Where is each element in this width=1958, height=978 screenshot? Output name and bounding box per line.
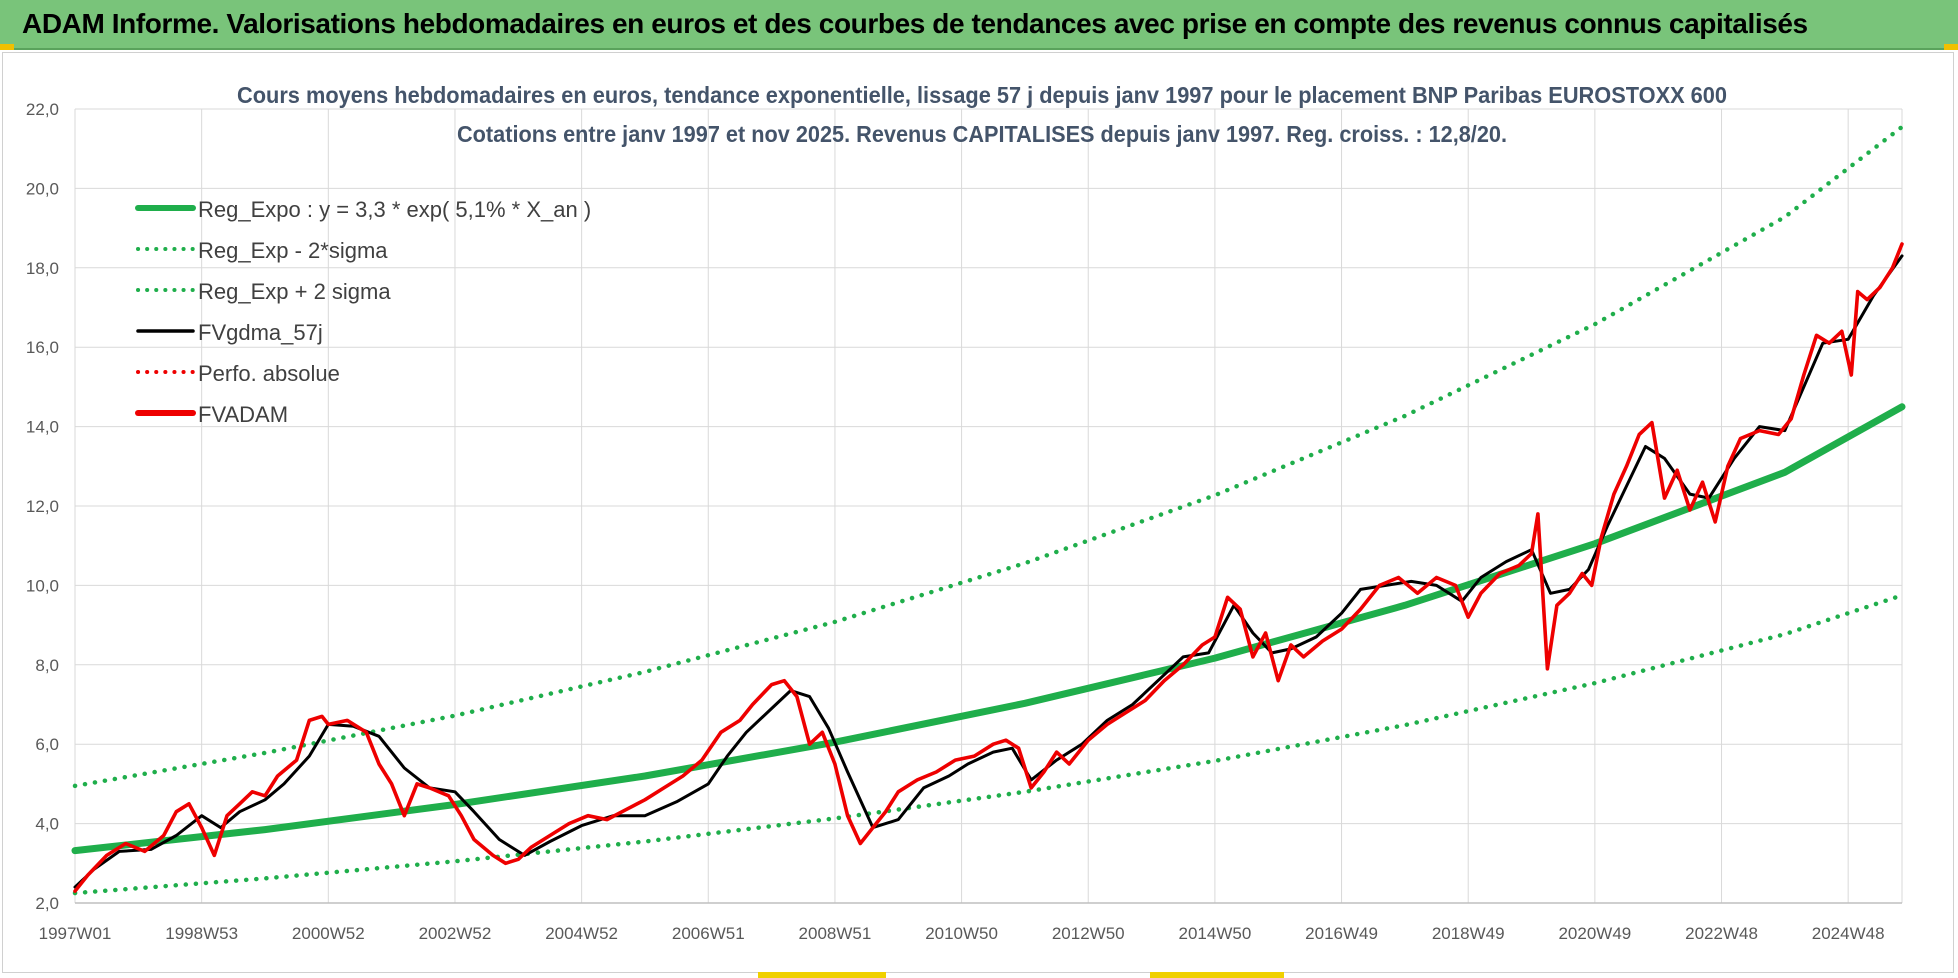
- chart-title: Cours moyens hebdomadaires en euros, ten…: [237, 82, 1727, 108]
- x-tick-label: 2006W51: [672, 924, 745, 943]
- x-tick-label: 1997W01: [39, 924, 112, 943]
- legend-label: Reg_Exp - 2*sigma: [198, 238, 388, 263]
- x-tick-label: 2002W52: [419, 924, 492, 943]
- x-tick-label: 2000W52: [292, 924, 365, 943]
- y-tick-label: 16,0: [26, 338, 59, 357]
- legend-label: Reg_Expo : y = 3,3 * exp( 5,1% * X_an ): [198, 197, 591, 222]
- series-line-2: [72, 124, 1905, 789]
- x-tick-label: 2022W48: [1685, 924, 1758, 943]
- y-tick-label: 20,0: [26, 179, 59, 198]
- x-tick-label: 1998W53: [165, 924, 238, 943]
- legend-label: FVgdma_57j: [198, 320, 323, 345]
- y-tick-label: 22,0: [26, 100, 59, 119]
- bottom-tab-mark-1: [758, 972, 886, 978]
- x-tick-label: 2008W51: [799, 924, 872, 943]
- y-tick-label: 8,0: [35, 656, 59, 675]
- corner-mark-right: [1944, 44, 1958, 50]
- x-tick-label: 2016W49: [1305, 924, 1378, 943]
- x-tick-label: 2024W48: [1812, 924, 1885, 943]
- x-tick-label: 2004W52: [545, 924, 618, 943]
- series-line-5: [73, 242, 1904, 893]
- x-tick-label: 2018W49: [1432, 924, 1505, 943]
- chart-frame: [2, 52, 1954, 973]
- x-tick-label: 2012W50: [1052, 924, 1125, 943]
- header-banner: ADAM Informe. Valorisations hebdomadaire…: [0, 0, 1958, 50]
- legend-label: Reg_Exp + 2 sigma: [198, 279, 391, 304]
- legend-label: FVADAM: [198, 402, 288, 427]
- y-tick-label: 6,0: [35, 735, 59, 754]
- banner-title: ADAM Informe. Valorisations hebdomadaire…: [22, 8, 1808, 39]
- x-tick-label: 2014W50: [1179, 924, 1252, 943]
- x-tick-label: 2020W49: [1558, 924, 1631, 943]
- y-tick-label: 12,0: [26, 497, 59, 516]
- y-tick-label: 4,0: [35, 815, 59, 834]
- series-line-0: [71, 403, 1906, 855]
- corner-mark-left: [0, 44, 14, 50]
- series-line-3: [73, 254, 1904, 889]
- x-tick-label: 2010W50: [925, 924, 998, 943]
- y-tick-label: 2,0: [35, 894, 59, 913]
- chart-subtitle: Cotations entre janv 1997 et nov 2025. R…: [457, 121, 1507, 147]
- bottom-tab-mark-2: [1150, 972, 1284, 978]
- legend-label: Perfo. absolue: [198, 361, 340, 386]
- y-tick-label: 18,0: [26, 259, 59, 278]
- y-tick-label: 10,0: [26, 576, 59, 595]
- y-tick-label: 14,0: [26, 418, 59, 437]
